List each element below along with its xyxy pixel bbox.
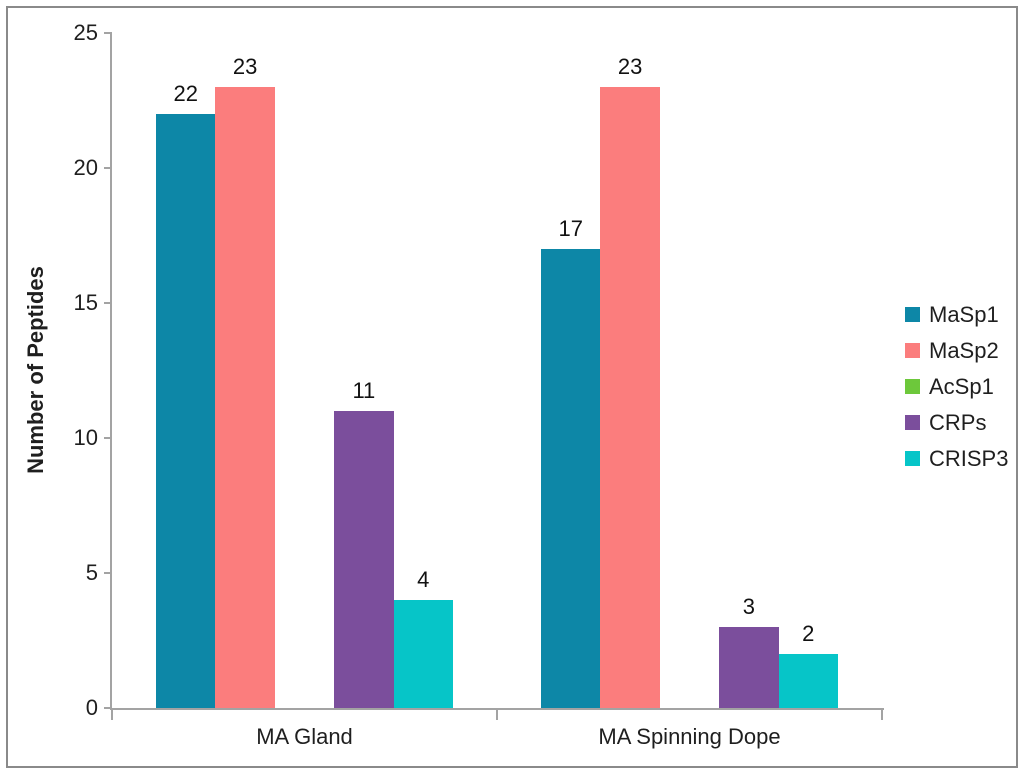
legend-swatch: [905, 343, 920, 358]
y-tick-label: 15: [73, 290, 98, 315]
bar-masp2-0: [215, 87, 275, 708]
legend-item-masp1: MaSp1: [905, 301, 1008, 327]
bar-crps-1: [719, 627, 779, 708]
x-tick: [881, 710, 883, 720]
legend-item-crisp3: CRISP3: [905, 445, 1009, 471]
x-tick: [111, 710, 113, 720]
y-tick-label: 20: [73, 155, 98, 180]
bar-value-label: 17: [558, 216, 583, 241]
y-tick: [104, 437, 112, 439]
legend-label: CRISP3: [929, 445, 1009, 471]
legend: MaSp1 MaSp2 AcSp1 CRPs CRISP3: [905, 301, 1009, 471]
y-tick-label: 0: [85, 695, 98, 720]
legend-item-acsp1: AcSp1: [905, 373, 1008, 399]
legend-swatch: [905, 379, 920, 394]
bar-masp1-1: [541, 249, 601, 708]
bar-masp1-0: [156, 114, 216, 708]
bar-value-label: 4: [417, 567, 430, 592]
x-tick: [496, 710, 498, 720]
category-label: MA Spinning Dope: [598, 724, 781, 749]
bar-value-label: 23: [232, 54, 258, 79]
legend-label: MaSp2: [929, 337, 999, 363]
bar-crps-0: [334, 411, 394, 708]
plot-area: [110, 33, 884, 710]
bar-crisp3-0: [393, 600, 453, 708]
legend-item-masp2: MaSp2: [905, 337, 1008, 363]
bar-value-label: 23: [617, 54, 643, 79]
bar-value-label: 2: [802, 621, 815, 646]
legend-swatch: [905, 307, 920, 322]
y-tick-label: 25: [73, 20, 98, 45]
legend-swatch: [905, 415, 920, 430]
y-tick-label: 10: [73, 425, 98, 450]
y-tick: [104, 32, 112, 34]
bar-masp2-1: [600, 87, 660, 708]
bar-value-label: 11: [352, 378, 376, 403]
bar-value-label: 22: [173, 81, 198, 106]
bar-crisp3-1: [778, 654, 838, 708]
bar-value-label: 3: [742, 594, 755, 619]
y-tick: [104, 572, 112, 574]
category-label: MA Gland: [256, 724, 353, 749]
legend-swatch: [905, 451, 920, 466]
y-tick: [104, 707, 112, 709]
legend-item-crps: CRPs: [905, 409, 1008, 435]
y-tick: [104, 302, 112, 304]
legend-label: CRPs: [929, 409, 987, 435]
legend-label: MaSp1: [929, 301, 999, 327]
y-tick-label: 5: [85, 560, 98, 585]
legend-label: AcSp1: [929, 373, 994, 399]
y-tick: [104, 167, 112, 169]
